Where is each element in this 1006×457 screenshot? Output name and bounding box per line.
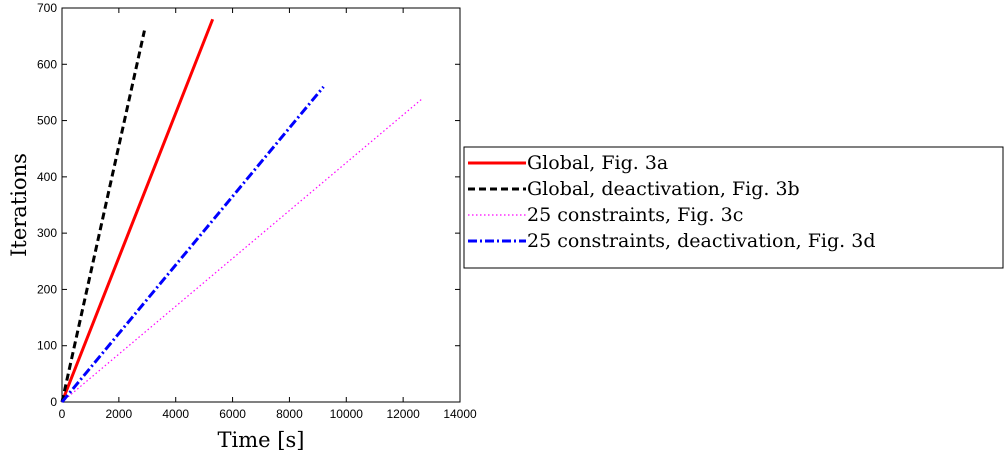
x-tick-label: 4000 [162, 407, 189, 421]
y-tick-label: 300 [37, 226, 57, 240]
x-tick-label: 10000 [330, 407, 364, 421]
x-tick-label: 14000 [443, 407, 477, 421]
series-line-4 [60, 85, 325, 403]
plot-area [61, 7, 461, 403]
y-tick-label: 100 [37, 339, 57, 353]
y-tick-label: 500 [37, 114, 57, 128]
series-line-1 [60, 18, 215, 403]
series-group [60, 18, 424, 403]
y-tick-label: 700 [37, 1, 57, 15]
x-tick-label: 12000 [386, 407, 420, 421]
y-tick-label: 0 [50, 395, 57, 409]
x-tick-label: 0 [59, 407, 66, 421]
x-axis-title: Time [s] [218, 428, 305, 452]
legend: Global, Fig. 3a Global, deactivation, Fig… [463, 146, 1004, 269]
x-tick-label: 8000 [276, 407, 303, 421]
y-tick-label: 200 [37, 282, 57, 296]
series-line-2 [60, 30, 146, 403]
legend-label-2: Global, deactivation, Fig. 3b [527, 178, 800, 200]
legend-box [463, 146, 1004, 269]
legend-label-3: 25 constraints, Fig. 3c [527, 204, 743, 226]
x-tick-label: 6000 [219, 407, 246, 421]
axis-ticks: 0 2000 4000 6000 8000 10000 12000 14000 0 100 200 3… [37, 1, 477, 421]
x-tick-label: 2000 [106, 407, 133, 421]
legend-label-4: 25 constraints, deactivation, Fig. 3d [527, 230, 875, 252]
y-tick-label: 400 [37, 170, 57, 184]
legend-label-1: Global, Fig. 3a [527, 152, 668, 174]
series-line-3 [61, 97, 424, 403]
y-axis-title: Iterations [7, 153, 31, 257]
y-tick-label: 600 [37, 57, 57, 71]
